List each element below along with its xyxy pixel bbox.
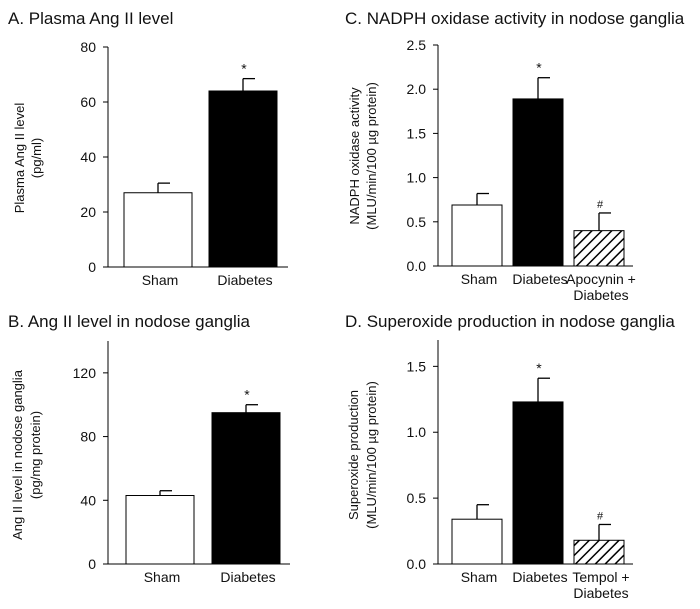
y-tick-label: 80 <box>80 429 96 445</box>
panel-b-ylabel-units: (pg/mg protein) <box>28 411 43 499</box>
bar <box>208 90 278 268</box>
x-tick-label: Diabetes <box>512 271 567 287</box>
x-tick-label: Apocynin + Diabetes <box>566 271 636 303</box>
x-tick-label: Tempol + Diabetes <box>572 569 629 601</box>
significance-mark: * <box>244 387 250 403</box>
y-tick-label: 40 <box>80 149 96 165</box>
y-tick-label: 0.0 <box>407 556 427 572</box>
bar <box>512 98 564 267</box>
y-tick-label: 1.0 <box>407 170 427 186</box>
panel-c: C. NADPH oxidase activity in nodose gang… <box>345 9 685 303</box>
y-tick-label: 120 <box>73 365 97 381</box>
y-tick-label: 40 <box>80 492 96 508</box>
bar <box>125 495 195 565</box>
panel-b-plot: 0 40 80 120 Sham * Diabetes <box>73 341 290 585</box>
bar <box>451 204 503 267</box>
y-tick-label: 0.5 <box>407 214 427 230</box>
panel-d-ylabel: Superoxide production <box>346 390 361 520</box>
y-tick-label: 1.5 <box>407 358 427 374</box>
y-tick-label: 0 <box>88 556 96 572</box>
x-tick-label: Sham <box>461 271 498 287</box>
y-tick-label: 1.5 <box>407 125 427 141</box>
y-tick-label: 80 <box>80 39 96 55</box>
bar <box>573 539 625 565</box>
panel-d: D. Superoxide production in nodose gangl… <box>345 312 675 601</box>
bar <box>573 230 625 267</box>
panel-a-ylabel: Plasma Ang II level <box>12 103 27 214</box>
panel-c-title: C. NADPH oxidase activity in nodose gang… <box>345 9 685 28</box>
panel-c-ylabel-units: (MLU/min/100 µg protein) <box>364 82 379 230</box>
panel-d-plot: 0.0 0.5 1.0 1.5 Sham * Diabetes # Tempol + Diabet… <box>407 340 633 601</box>
x-tick-label: Diabetes <box>512 569 567 585</box>
y-tick-label: 60 <box>80 94 96 110</box>
panel-a: A. Plasma Ang II level Plasma Ang II lev… <box>8 9 288 288</box>
panel-d-ylabel-units: (MLU/min/100 µg protein) <box>364 381 379 529</box>
panel-b: B. Ang II level in nodose ganglia Ang II… <box>8 312 290 585</box>
panel-b-ylabel: Ang II level in nodose ganglia <box>10 369 25 540</box>
panel-c-ylabel: NADPH oxidase activity <box>347 87 362 225</box>
panel-b-title: B. Ang II level in nodose ganglia <box>8 312 250 331</box>
significance-mark: * <box>241 61 247 77</box>
x-tick-label: Diabetes <box>217 272 272 288</box>
y-tick-label: 1.0 <box>407 424 427 440</box>
x-tick-label: Sham <box>461 569 498 585</box>
x-tick-label: Sham <box>142 272 179 288</box>
panel-a-title: A. Plasma Ang II level <box>8 9 173 28</box>
panel-d-title: D. Superoxide production in nodose gangl… <box>345 312 675 331</box>
panel-c-plot: 0.0 0.5 1.0 1.5 2.0 2.5 Sham * Diabetes # Apocynin… <box>407 37 636 303</box>
bar <box>123 192 193 268</box>
y-tick-label: 20 <box>80 204 96 220</box>
significance-mark: # <box>597 510 604 522</box>
bar <box>211 412 281 565</box>
significance-mark: * <box>536 60 542 76</box>
significance-mark: * <box>536 360 542 376</box>
bar <box>512 401 564 565</box>
y-tick-label: 2.0 <box>407 81 427 97</box>
x-tick-label: Diabetes <box>220 569 275 585</box>
bar <box>451 518 503 565</box>
y-tick-label: 0 <box>88 259 96 275</box>
significance-mark: # <box>597 199 604 211</box>
y-tick-label: 2.5 <box>407 37 427 53</box>
x-tick-label: Sham <box>144 569 181 585</box>
panel-a-ylabel-units: (pg/ml) <box>29 138 44 178</box>
y-tick-label: 0.0 <box>407 258 427 274</box>
panel-a-plot: 0 20 40 60 80 Sham * Diabetes <box>80 39 288 288</box>
y-tick-label: 0.5 <box>407 490 427 506</box>
